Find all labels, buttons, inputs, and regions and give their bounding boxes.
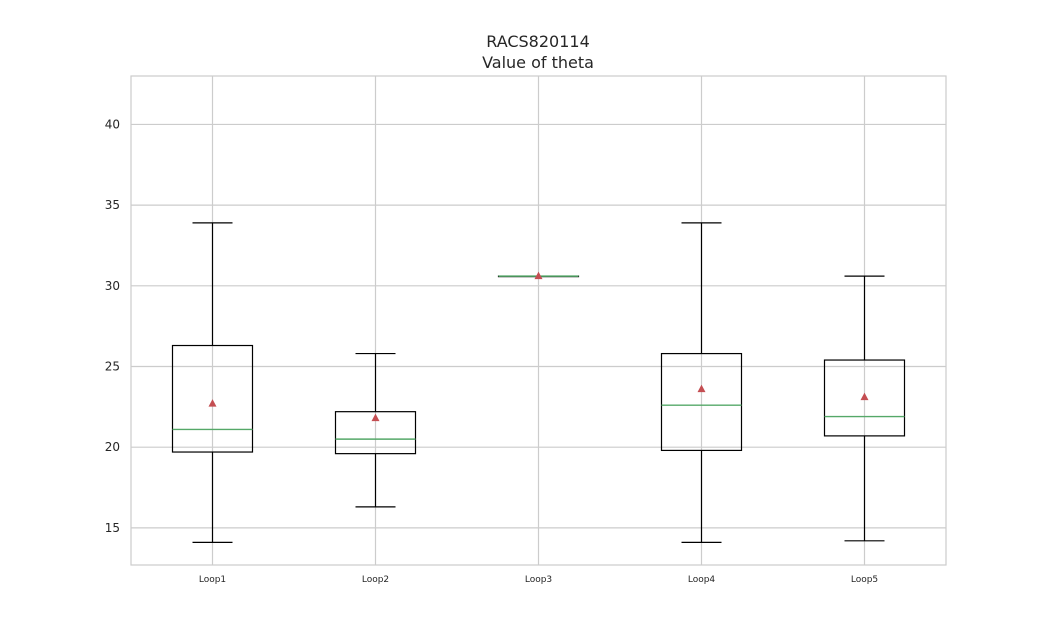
mean-marker <box>860 392 869 401</box>
box-loop4 <box>660 222 743 544</box>
x-axis-ticks: Loop1 Loop2 Loop3 Loop4 Loop5 <box>199 575 878 585</box>
y-tick-label: 15 <box>105 521 120 535</box>
iqr-box <box>171 344 254 453</box>
iqr-box <box>334 411 417 455</box>
x-tick-label: Loop4 <box>688 575 716 585</box>
y-tick-label: 20 <box>105 440 120 454</box>
x-tick-label: Loop3 <box>525 575 552 585</box>
chart-subtitle: Value of theta <box>482 53 594 72</box>
box-loop5 <box>823 275 906 542</box>
mean-marker <box>208 399 217 407</box>
mean-marker <box>371 413 380 422</box>
mean-marker <box>697 384 706 393</box>
y-axis-ticks: 15 20 25 30 35 40 <box>105 117 120 534</box>
box-loop2 <box>334 352 417 508</box>
box-loop3 <box>497 271 580 280</box>
y-tick-label: 35 <box>105 198 120 212</box>
grid <box>131 76 946 565</box>
x-tick-label: Loop5 <box>851 575 878 585</box>
y-tick-label: 25 <box>105 359 120 373</box>
x-tick-label: Loop2 <box>362 575 389 585</box>
y-tick-label: 40 <box>105 117 120 131</box>
y-tick-label: 30 <box>105 279 120 293</box>
mean-marker <box>534 271 543 280</box>
box-loop1 <box>171 222 254 544</box>
chart-title: RACS820114 <box>486 32 590 51</box>
iqr-box <box>823 359 906 437</box>
plot-frame <box>130 75 947 566</box>
iqr-box <box>660 352 743 452</box>
box-plots <box>171 222 906 544</box>
x-tick-label: Loop1 <box>199 575 226 585</box>
